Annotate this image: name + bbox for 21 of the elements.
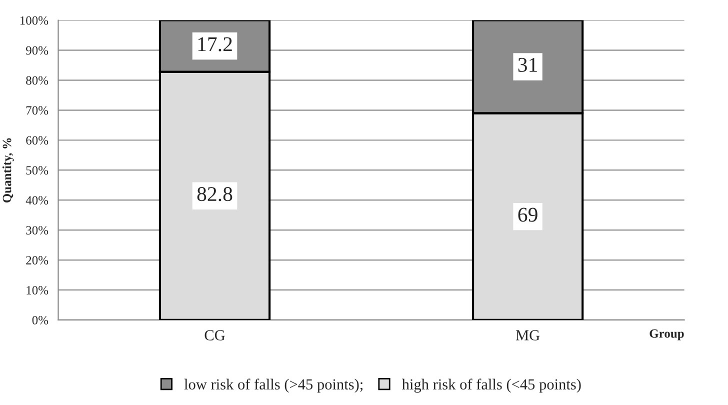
x-tick-label: MG — [516, 330, 540, 340]
data-label: 17.2 — [198, 37, 232, 52]
y-tick-label: 70% — [26, 106, 48, 115]
data-label: 82.8 — [197, 187, 232, 202]
y-tick-label: 40% — [26, 196, 48, 205]
data-label: 69 — [518, 208, 538, 222]
y-tick-label: 60% — [26, 136, 48, 145]
y-tick-label: 100% — [20, 16, 48, 25]
y-tick-label: 0% — [32, 316, 48, 324]
y-tick-label: 30% — [26, 226, 48, 235]
y-tick-label: 80% — [26, 76, 48, 85]
y-tick-label: 10% — [26, 286, 48, 294]
data-label: 31 — [518, 58, 537, 72]
x-axis-title: Group — [650, 329, 684, 340]
y-tick-label: 90% — [26, 46, 48, 55]
y-tick-label: 50% — [26, 166, 48, 175]
y-axis-title: Quantity, % — [2, 138, 14, 202]
legend-label: low risk of falls (>45 points); — [184, 378, 362, 393]
y-tick-label: 20% — [26, 256, 48, 265]
legend-label: high risk of falls (<45 points) — [402, 378, 581, 393]
x-tick-label: CG — [204, 330, 225, 340]
